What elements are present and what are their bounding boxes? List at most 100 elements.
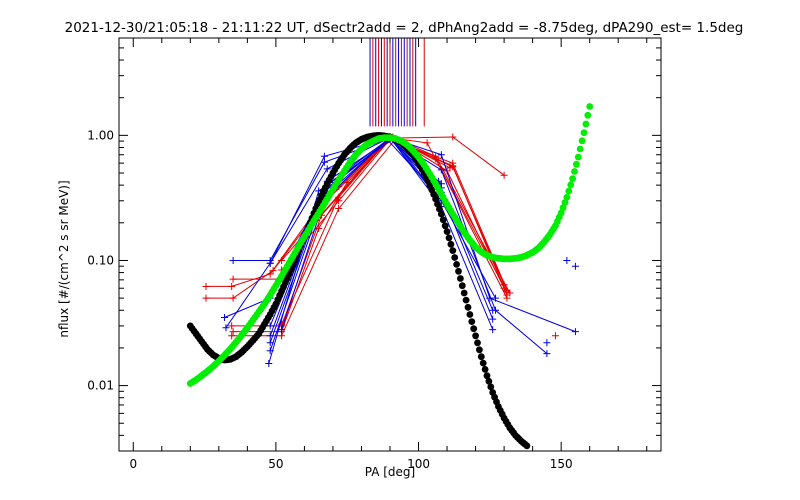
blue-data-point xyxy=(266,322,274,330)
green-curve-point xyxy=(584,111,592,119)
black-curve-point xyxy=(481,366,489,373)
red-data-point xyxy=(278,256,286,264)
red-data-point xyxy=(506,289,514,297)
red-data-point xyxy=(229,328,237,336)
black-curve-point xyxy=(458,282,466,290)
blue-data-point xyxy=(492,294,500,302)
blue-trace-line xyxy=(269,138,439,351)
black-curve-point xyxy=(447,240,455,248)
blue-data-point xyxy=(323,165,331,173)
blue-data-point xyxy=(489,306,497,314)
red-data-point xyxy=(202,294,210,302)
blue-data-point xyxy=(229,256,237,264)
red-trace-line xyxy=(233,137,508,299)
black-curve-point xyxy=(451,254,459,261)
black-curve-point xyxy=(474,339,481,347)
red-data-point xyxy=(500,171,508,179)
red-data-point xyxy=(229,294,237,302)
green-curve-point xyxy=(561,199,569,206)
green-curve-point xyxy=(580,129,588,137)
black-curve-point xyxy=(479,359,487,367)
black-curve-point xyxy=(441,222,449,230)
black-curve-point xyxy=(487,383,495,391)
black-curve-point xyxy=(485,377,493,385)
black-curve-point xyxy=(523,442,531,450)
green-curve-point xyxy=(563,193,571,201)
black-curve-point xyxy=(460,289,468,297)
black-curve-point xyxy=(464,303,472,311)
x-axis-label: PA [deg] xyxy=(365,465,415,479)
black-curve-point xyxy=(470,325,478,333)
black-curve-point xyxy=(468,318,476,325)
green-curve-point xyxy=(573,160,580,168)
blue-data-point xyxy=(543,350,551,358)
black-curve-point xyxy=(466,311,474,318)
blue-trace-line xyxy=(269,136,439,343)
green-curve-point xyxy=(557,209,565,217)
green-curve-point xyxy=(578,137,586,145)
green-curve-point xyxy=(582,120,590,128)
chart-title: 2021-12-30/21:05:18 - 21:11:22 UT, dSect… xyxy=(65,20,744,36)
blue-data-point xyxy=(437,166,445,174)
red-data-point xyxy=(551,332,559,340)
red-data-point xyxy=(269,267,277,275)
green-curve-point xyxy=(586,103,594,110)
black-curve-point xyxy=(449,247,457,255)
black-curve-point xyxy=(437,210,445,218)
black-curve-point xyxy=(457,275,464,282)
red-data-point xyxy=(503,294,511,302)
x-tick-label: 150 xyxy=(550,457,573,471)
blue-data-point xyxy=(437,151,445,159)
red-data-point xyxy=(228,332,236,340)
green-curve-point xyxy=(565,187,573,195)
y-tick-label: 1.00 xyxy=(87,128,114,142)
black-curve-point xyxy=(476,346,483,354)
black-curve-point xyxy=(455,267,462,275)
blue-data-point xyxy=(278,326,286,334)
red-data-point xyxy=(446,164,454,172)
blue-data-point xyxy=(320,152,328,160)
black-curve-point xyxy=(445,234,453,242)
blue-data-point xyxy=(221,314,229,322)
blue-data-point xyxy=(266,259,274,267)
red-data-point xyxy=(228,322,236,330)
y-tick-label: 0.01 xyxy=(87,379,114,393)
x-axis: 0 50 100 150 xyxy=(129,38,648,471)
red-data-point xyxy=(335,205,343,213)
red-data-point xyxy=(449,159,457,167)
black-curve-point xyxy=(483,372,491,380)
blue-data-point xyxy=(489,326,497,334)
green-curve-point xyxy=(569,175,576,183)
green-curve-point xyxy=(576,145,584,153)
blue-data-point xyxy=(266,347,274,355)
red-data-point xyxy=(278,332,286,340)
green-curve-point xyxy=(574,153,582,161)
y-tick-label: 0.10 xyxy=(87,253,114,267)
red-data-point xyxy=(202,282,210,290)
black-curve-point xyxy=(462,296,470,304)
blue-data-point xyxy=(571,262,579,270)
blue-data-point xyxy=(222,324,230,332)
blue-data-point xyxy=(543,339,551,347)
x-tick-label: 50 xyxy=(268,457,283,471)
red-data-point xyxy=(229,275,237,283)
red-data-point xyxy=(503,288,511,296)
blue-data-point xyxy=(563,256,571,264)
black-curve-point xyxy=(472,332,479,340)
blue-data-point xyxy=(320,158,328,166)
y-axis: 0.01 0.10 1.00 xyxy=(87,37,661,452)
blue-data-point xyxy=(571,328,579,336)
x-tick-label: 0 xyxy=(129,457,137,471)
green-curve-point xyxy=(567,181,575,189)
plot-area xyxy=(186,38,594,450)
blue-data-point xyxy=(266,339,274,347)
red-data-point xyxy=(449,133,457,141)
green-curve-point xyxy=(559,204,567,212)
black-curve-point xyxy=(477,353,485,361)
black-curve-point xyxy=(453,261,460,268)
red-data-point xyxy=(423,139,431,147)
y-axis-label: nflux [#/(cm^2 s sr MeV)] xyxy=(57,180,71,337)
x-tick-label: 100 xyxy=(407,457,430,471)
black-curve-point xyxy=(443,228,451,236)
